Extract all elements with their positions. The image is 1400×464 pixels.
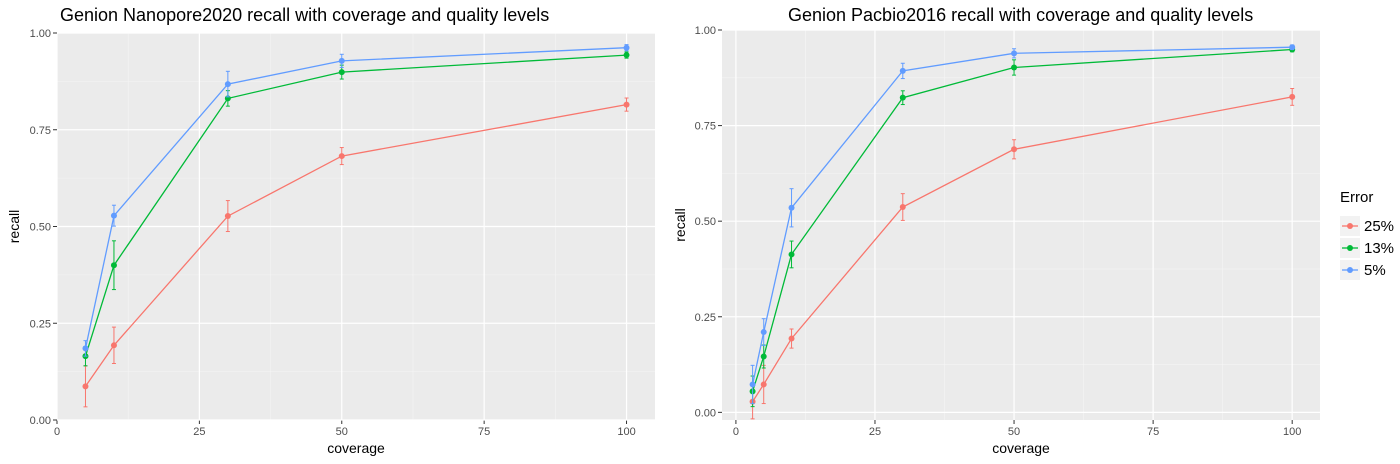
y-tick-label: 0.75 xyxy=(30,125,51,137)
data-point xyxy=(82,345,89,352)
x-tick-label: 50 xyxy=(336,426,348,438)
data-point xyxy=(338,153,345,160)
data-point xyxy=(110,262,117,269)
x-tick-label: 100 xyxy=(1283,426,1301,438)
x-axis-title: coverage xyxy=(992,440,1050,456)
chart-title: Genion Nanopore2020 recall with coverage… xyxy=(60,5,549,25)
data-point xyxy=(749,381,756,388)
y-tick-label: 0.00 xyxy=(695,407,716,419)
x-tick-label: 75 xyxy=(1147,426,1159,438)
data-point xyxy=(899,67,906,74)
data-point xyxy=(82,383,89,390)
y-tick-label: 1.00 xyxy=(695,25,716,37)
data-point xyxy=(224,81,231,88)
x-tick-label: 50 xyxy=(1008,426,1020,438)
data-point xyxy=(224,213,231,220)
data-point xyxy=(623,101,630,108)
y-tick-label: 0.00 xyxy=(30,415,51,427)
data-point xyxy=(338,57,345,64)
legend-key-point xyxy=(1347,245,1353,251)
legend-key-point xyxy=(1347,267,1353,273)
legend-key-point xyxy=(1347,223,1353,229)
legend-title: Error xyxy=(1340,189,1373,206)
series-line xyxy=(751,48,1293,392)
series-line xyxy=(752,96,1293,402)
y-tick-label: 1.00 xyxy=(30,28,51,40)
x-tick-label: 25 xyxy=(193,426,205,438)
data-point xyxy=(1011,146,1018,153)
data-point xyxy=(760,329,767,336)
legend: Error 25% 13% 5% xyxy=(1340,189,1394,280)
data-point xyxy=(1289,93,1296,100)
data-point xyxy=(623,44,630,51)
series-13pct xyxy=(749,46,1296,408)
legend-label: 5% xyxy=(1364,262,1386,279)
x-tick-label: 0 xyxy=(54,426,60,438)
panel-pacbio2016: 0 25 50 75 100 0.00 0.25 0.50 0.75 1.00 Genion Pac… xyxy=(672,5,1320,456)
series-5pct xyxy=(82,44,630,357)
plot-background xyxy=(722,30,1320,420)
legend-label: 25% xyxy=(1364,218,1394,235)
data-point xyxy=(760,353,767,360)
legend-label: 13% xyxy=(1364,240,1394,257)
x-axis-title: coverage xyxy=(327,440,385,456)
data-point xyxy=(1011,64,1018,71)
series-25pct xyxy=(82,97,630,408)
data-point xyxy=(110,212,117,219)
y-axis-title: recall xyxy=(672,208,688,241)
data-point xyxy=(788,251,795,258)
y-tick-label: 0.50 xyxy=(695,216,716,228)
x-tick-label: 25 xyxy=(869,426,881,438)
data-point xyxy=(899,204,906,211)
data-point xyxy=(788,204,795,211)
data-point xyxy=(899,94,906,101)
y-tick-label: 0.25 xyxy=(30,318,51,330)
series-13pct xyxy=(82,51,630,367)
x-tick-label: 75 xyxy=(478,426,490,438)
y-tick-label: 0.25 xyxy=(695,312,716,324)
data-point xyxy=(1289,44,1296,51)
data-point xyxy=(623,52,630,59)
panel-nanopore2020: 0 25 50 75 100 0.00 0.25 0.50 0.75 1.00 Genion Nan… xyxy=(6,5,655,456)
data-point xyxy=(760,381,767,388)
y-tick-label: 0.50 xyxy=(30,222,51,234)
series-5pct xyxy=(749,44,1296,405)
y-tick-label: 0.75 xyxy=(695,121,716,133)
y-axis-title: recall xyxy=(6,210,22,243)
data-point xyxy=(788,335,795,342)
data-point xyxy=(110,342,117,349)
data-point xyxy=(338,69,345,76)
series-line xyxy=(751,46,1293,385)
x-tick-label: 0 xyxy=(733,426,739,438)
x-tick-label: 100 xyxy=(617,426,635,438)
data-point xyxy=(1011,50,1018,57)
chart-title: Genion Pacbio2016 recall with coverage a… xyxy=(788,5,1253,25)
